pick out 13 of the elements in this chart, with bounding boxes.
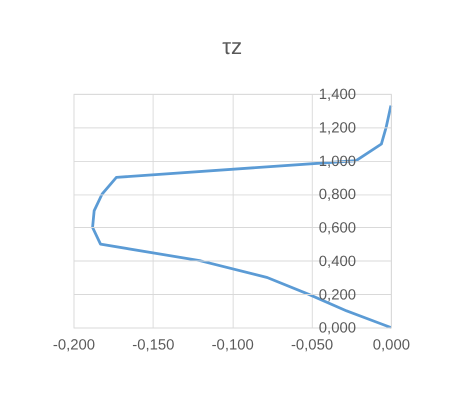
x-tick-label: -0,150	[132, 337, 174, 354]
y-tick-label: 0,800	[318, 187, 356, 204]
y-tick-label: 0,200	[318, 287, 356, 304]
x-tick-label: -0,100	[212, 337, 254, 354]
y-tick-label: 1,200	[318, 120, 356, 136]
x-tick-label: -0,200	[52, 337, 96, 354]
x-tick-label: 0,000	[372, 337, 410, 354]
x-tick-label: -0,050	[290, 337, 334, 354]
y-tick-label: 0,400	[318, 254, 356, 270]
y-tick-label: 0,600	[318, 220, 356, 237]
y-tick-label: 1,400	[318, 87, 356, 104]
chart-title: τz	[222, 34, 242, 59]
y-tick-label: 0,000	[318, 320, 356, 337]
